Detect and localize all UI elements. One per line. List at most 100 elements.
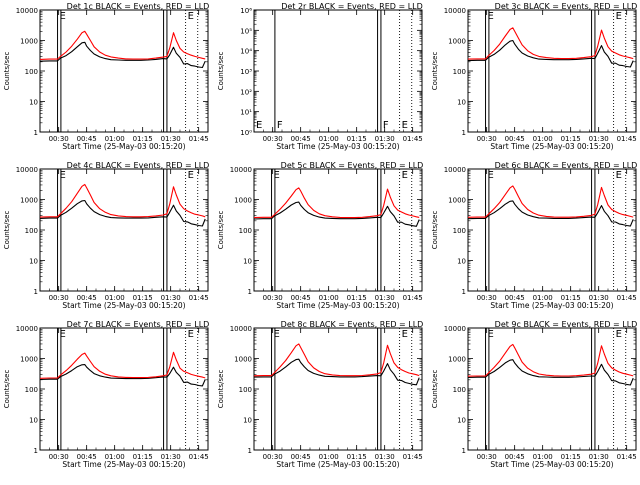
chart-panel-9: Det 9c BLACK = Events, RED = LLD Counts/s…	[431, 320, 637, 469]
x-tick-label: 01:15	[561, 135, 581, 143]
plot-frame	[467, 327, 637, 451]
x-tick-label: 00:45	[291, 453, 311, 461]
series-line-lld	[39, 183, 206, 218]
x-tick-label: 00:30	[263, 453, 283, 461]
x-tick-label: 00:45	[291, 294, 311, 302]
y-tick-label: 1	[462, 129, 466, 137]
x-tick-label: 01:15	[133, 294, 153, 302]
x-axis-label: Start Time (25-May-03 00:15:20)	[276, 301, 399, 310]
y-tick-label: 1	[34, 288, 38, 296]
y-tick-label: 100	[453, 386, 466, 394]
series-line-events	[39, 41, 206, 69]
x-tick-label: 01:00	[319, 135, 339, 143]
series-line-events	[253, 201, 420, 227]
chart-panel-1: Det 1c BLACK = Events, RED = LLD Counts/s…	[3, 2, 209, 151]
x-tick-label: 00:45	[505, 453, 525, 461]
x-axis-label: Start Time (25-May-03 00:15:20)	[62, 301, 185, 310]
y-tick-label: 1000	[448, 197, 466, 205]
y-tick-label: 10	[29, 417, 38, 425]
x-tick-label: 00:30	[263, 294, 283, 302]
y-axis-label: Counts/sec	[3, 370, 11, 409]
plot-frame	[467, 168, 637, 292]
series-line-events	[467, 359, 634, 386]
plot-frame	[253, 9, 423, 133]
time-marker-label: E	[488, 11, 494, 22]
chart-panel-6: Det 6c BLACK = Events, RED = LLD Counts/s…	[431, 161, 637, 310]
time-marker-label: E	[488, 329, 494, 340]
x-tick-label: 01:00	[105, 453, 125, 461]
plot-frame	[39, 168, 209, 292]
x-tick-label: 01:00	[533, 294, 553, 302]
time-marker-label: F	[277, 120, 283, 131]
x-tick-label: 01:45	[403, 453, 423, 461]
y-tick-label: 10000	[230, 166, 252, 174]
y-tick-label: 1	[248, 288, 252, 296]
plot-frame	[39, 9, 209, 133]
x-axis-label: Start Time (25-May-03 00:15:20)	[276, 142, 399, 151]
chart-panel-4: Det 4c BLACK = Events, RED = LLD Counts/s…	[3, 161, 209, 310]
x-tick-label: 01:30	[161, 453, 181, 461]
time-marker-label: E	[188, 329, 194, 340]
x-tick-label: 00:30	[49, 135, 69, 143]
time-marker-label: E	[402, 329, 408, 340]
y-axis-label: Counts/sec	[217, 370, 225, 409]
series-line-lld	[467, 27, 634, 60]
time-marker-label: E	[402, 170, 408, 181]
x-axis-label: Start Time (25-May-03 00:15:20)	[490, 142, 613, 151]
chart-panel-7: Det 7c BLACK = Events, RED = LLD Counts/s…	[3, 320, 209, 469]
time-marker-label: E	[188, 11, 194, 22]
y-tick-label: 100	[25, 386, 38, 394]
y-axis-label: Counts/sec	[431, 211, 439, 250]
y-tick-label: 100	[453, 227, 466, 235]
time-marker-label: E	[616, 329, 622, 340]
time-marker-label: F	[383, 120, 389, 131]
x-tick-label: 01:15	[347, 135, 367, 143]
y-tick-label: 10000	[444, 7, 466, 15]
y-tick-label: 1	[34, 447, 38, 455]
series-line-lld	[467, 343, 634, 377]
plot-frame	[39, 327, 209, 451]
y-tick-label: 10	[29, 258, 38, 266]
y-tick-label: 1	[248, 447, 252, 455]
y-tick-label: 100	[239, 386, 252, 394]
chart-panel-5: Det 5c BLACK = Events, RED = LLD Counts/s…	[217, 161, 423, 310]
x-tick-label: 01:15	[561, 453, 581, 461]
x-tick-label: 00:45	[77, 294, 97, 302]
series-line-lld	[253, 187, 420, 219]
x-tick-label: 01:45	[189, 453, 209, 461]
time-marker-label: E	[402, 120, 408, 131]
chart-title: Det 9c BLACK = Events, RED = LLD	[495, 320, 638, 329]
y-tick-label: 1000	[234, 356, 252, 364]
x-tick-label: 00:30	[477, 453, 497, 461]
x-tick-label: 01:30	[375, 135, 395, 143]
x-tick-label: 01:30	[589, 453, 609, 461]
x-tick-label: 00:30	[263, 135, 283, 143]
series-line-events	[39, 364, 206, 387]
x-axis-label: Start Time (25-May-03 00:15:20)	[62, 142, 185, 151]
time-marker-label: E	[60, 329, 66, 340]
x-tick-label: 00:45	[77, 135, 97, 143]
y-tick-label: 1000	[20, 38, 38, 46]
y-tick-label: 10⁶	[240, 7, 252, 15]
x-tick-label: 00:45	[291, 135, 311, 143]
y-tick-label: 100	[25, 68, 38, 76]
x-tick-label: 01:30	[375, 294, 395, 302]
time-marker-label: E	[488, 170, 494, 181]
y-tick-label: 1	[462, 288, 466, 296]
x-tick-label: 01:45	[403, 294, 423, 302]
time-marker-label: E	[274, 329, 280, 340]
y-tick-label: 1000	[20, 197, 38, 205]
x-tick-label: 01:00	[319, 453, 339, 461]
x-tick-label: 00:45	[77, 453, 97, 461]
x-axis-label: Start Time (25-May-03 00:15:20)	[490, 301, 613, 310]
x-tick-label: 01:45	[617, 453, 637, 461]
y-tick-label: 10³	[240, 68, 252, 76]
x-tick-label: 01:15	[133, 135, 153, 143]
y-tick-label: 1000	[234, 197, 252, 205]
x-tick-label: 01:30	[161, 135, 181, 143]
y-axis-label: Counts/sec	[217, 52, 225, 91]
x-tick-label: 01:15	[347, 453, 367, 461]
x-tick-label: 01:30	[161, 294, 181, 302]
y-tick-label: 10²	[240, 88, 252, 96]
